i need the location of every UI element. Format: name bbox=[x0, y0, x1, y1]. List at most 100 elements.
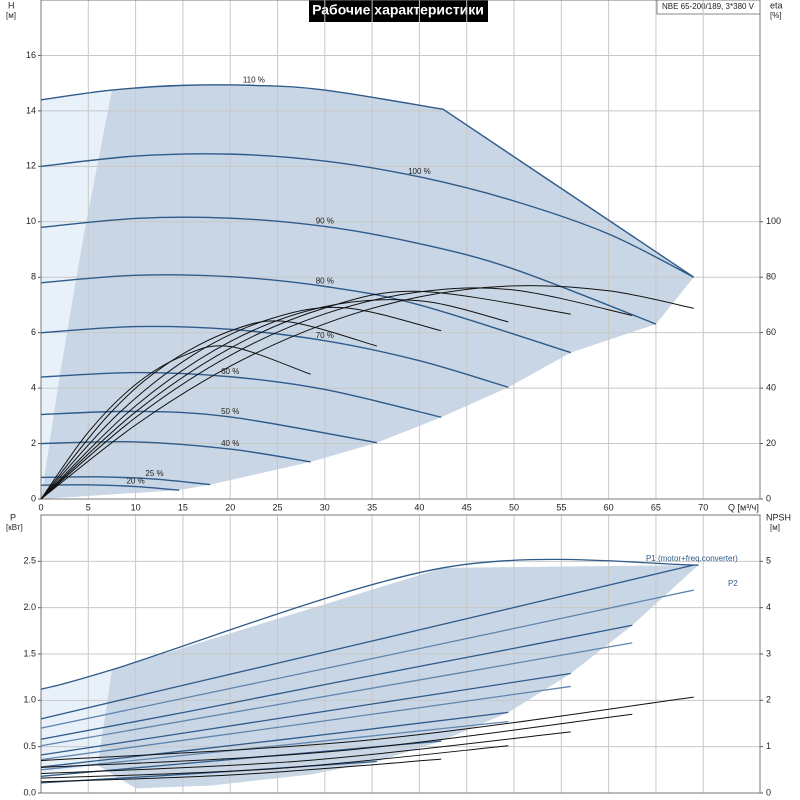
plot-frame bbox=[40, 514, 761, 794]
curve bbox=[40, 153, 695, 278]
y2-tick-label: 5 bbox=[766, 556, 771, 566]
curve bbox=[40, 484, 180, 491]
curve-label: 70 % bbox=[316, 331, 334, 340]
curve-label: 80 % bbox=[316, 276, 334, 285]
curve-label: 50 % bbox=[221, 407, 239, 416]
plot-frame bbox=[40, 0, 761, 500]
y-tick-label: 8 bbox=[31, 272, 36, 282]
y-tick-label: 0 bbox=[31, 493, 36, 503]
curve bbox=[40, 696, 694, 762]
curve bbox=[40, 285, 694, 500]
y-tick-label: 14 bbox=[26, 105, 36, 115]
y-tick-label: 0.5 bbox=[23, 741, 36, 751]
curve-label: 60 % bbox=[221, 367, 239, 376]
x-tick-label: 5 bbox=[86, 502, 91, 512]
x-tick-label: 15 bbox=[178, 502, 188, 512]
y2-tick-label: 0 bbox=[766, 493, 771, 503]
curve bbox=[40, 685, 571, 761]
y2-tick-label: 3 bbox=[766, 648, 771, 658]
x-tick-label: 45 bbox=[462, 502, 472, 512]
y-tick-label: 0.0 bbox=[23, 787, 36, 797]
curve-label: 110 % bbox=[243, 75, 265, 84]
x-axis-label: Q [м³/ч] bbox=[728, 502, 759, 512]
y2-axis-unit: [%] bbox=[770, 11, 782, 20]
curve bbox=[40, 745, 509, 779]
x-tick-label: 35 bbox=[367, 502, 377, 512]
y-axis-label: H bbox=[8, 0, 15, 10]
x-tick-label: 50 bbox=[509, 502, 519, 512]
y-axis-label: P bbox=[10, 512, 16, 522]
y2-axis-label: eta bbox=[770, 0, 783, 10]
y-tick-label: 2.5 bbox=[23, 556, 36, 566]
y-axis-unit: [кВт] bbox=[6, 523, 23, 532]
curve bbox=[40, 440, 311, 463]
curve bbox=[40, 320, 377, 500]
curve bbox=[40, 306, 442, 500]
curve bbox=[40, 299, 509, 500]
y2-tick-label: 100 bbox=[766, 216, 781, 226]
curve-label: P2 bbox=[728, 579, 738, 588]
curve bbox=[40, 711, 509, 768]
x-tick-label: 40 bbox=[414, 502, 424, 512]
curve bbox=[442, 108, 695, 278]
curve bbox=[40, 410, 377, 444]
curve bbox=[40, 290, 571, 500]
operating-area bbox=[41, 669, 112, 775]
y2-axis-label: NPSH bbox=[766, 512, 791, 522]
y-tick-label: 16 bbox=[26, 50, 36, 60]
curve bbox=[40, 84, 444, 110]
y2-tick-label: 4 bbox=[766, 602, 771, 612]
y-tick-label: 2 bbox=[31, 438, 36, 448]
operating-area bbox=[41, 85, 694, 499]
curve bbox=[40, 274, 571, 354]
curve bbox=[40, 731, 571, 775]
x-tick-label: 60 bbox=[604, 502, 614, 512]
model-label: NBE 65-200/189, 3*380 V bbox=[662, 2, 755, 11]
x-tick-label: 0 bbox=[38, 502, 43, 512]
x-tick-label: 70 bbox=[698, 502, 708, 512]
y-tick-label: 2.0 bbox=[23, 602, 36, 612]
curve-label: P1 (motor+freq.converter) bbox=[646, 554, 738, 563]
y2-tick-label: 80 bbox=[766, 272, 776, 282]
curve bbox=[40, 713, 633, 769]
curve-label: 25 % bbox=[145, 469, 163, 478]
y2-tick-label: 0 bbox=[766, 787, 771, 797]
y2-tick-label: 40 bbox=[766, 382, 776, 392]
y-tick-label: 12 bbox=[26, 161, 36, 171]
curve bbox=[40, 371, 442, 418]
y2-tick-label: 20 bbox=[766, 438, 776, 448]
curve bbox=[40, 558, 699, 690]
curve-label: 90 % bbox=[316, 217, 334, 226]
x-tick-label: 20 bbox=[225, 502, 235, 512]
title-box bbox=[309, 0, 488, 22]
operating-area bbox=[41, 90, 112, 499]
x-tick-label: 25 bbox=[273, 502, 283, 512]
curve bbox=[40, 672, 571, 756]
curve bbox=[40, 589, 694, 729]
y2-tick-label: 60 bbox=[766, 327, 776, 337]
curve bbox=[40, 624, 633, 740]
y-tick-label: 6 bbox=[31, 327, 36, 337]
curve bbox=[40, 345, 311, 500]
curve bbox=[40, 287, 633, 500]
y-tick-label: 4 bbox=[31, 382, 36, 392]
curve-label: 100 % bbox=[408, 167, 431, 176]
y2-tick-label: 2 bbox=[766, 695, 771, 705]
curve bbox=[40, 564, 694, 720]
curve bbox=[40, 216, 657, 325]
curve bbox=[40, 325, 509, 388]
curve-label: 20 % bbox=[126, 477, 144, 486]
chart-title: Рабочие характеристики bbox=[312, 2, 484, 18]
x-tick-label: 55 bbox=[556, 502, 566, 512]
y2-axis-unit: [м] bbox=[770, 523, 780, 532]
y-tick-label: 10 bbox=[26, 216, 36, 226]
x-tick-label: 65 bbox=[651, 502, 661, 512]
curve-label: 40 % bbox=[221, 439, 239, 448]
curve bbox=[40, 642, 633, 747]
y-axis-unit: [м] bbox=[6, 11, 16, 20]
curve bbox=[40, 758, 442, 783]
y-tick-label: 1.0 bbox=[23, 695, 36, 705]
x-tick-label: 10 bbox=[131, 502, 141, 512]
curve bbox=[40, 721, 509, 771]
